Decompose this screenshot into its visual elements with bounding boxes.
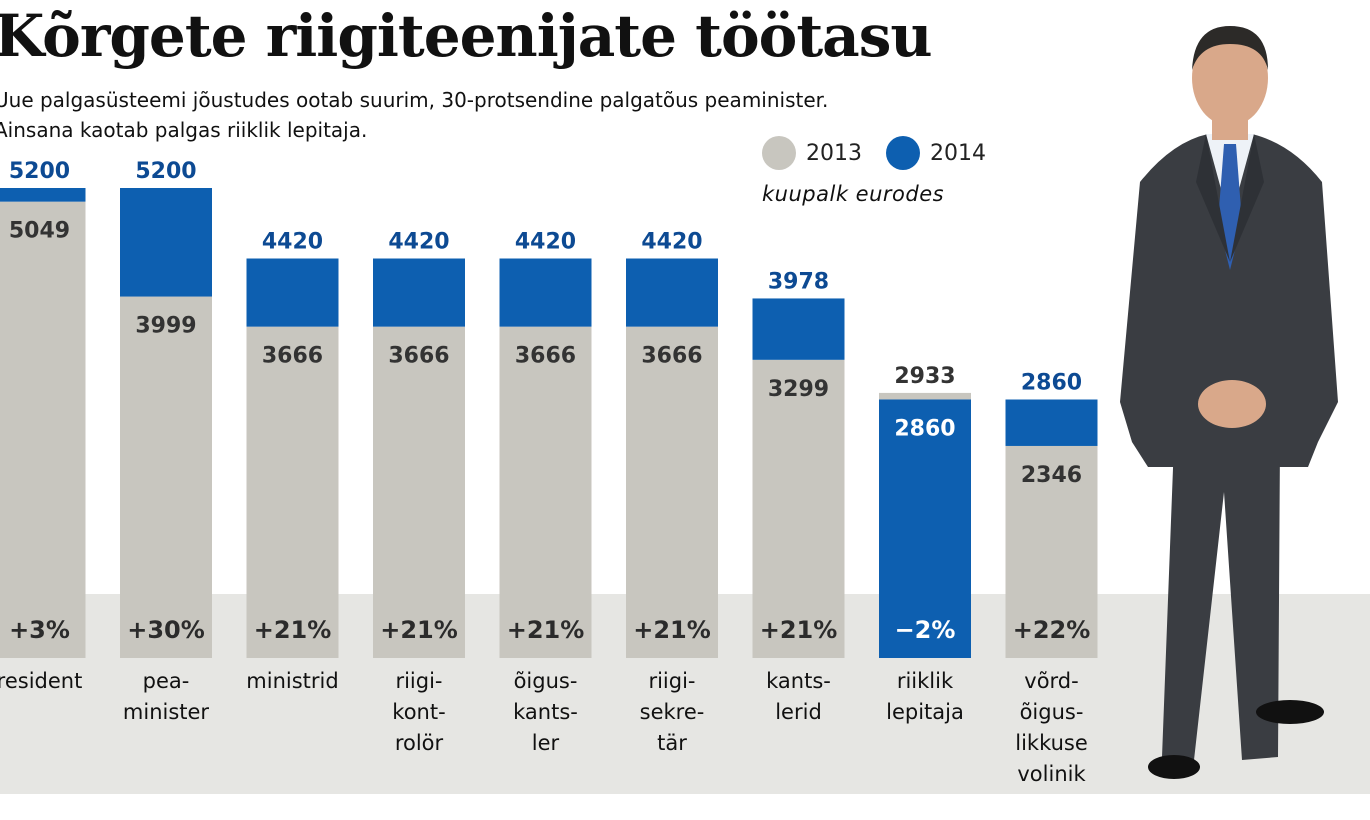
lapel-right	[1230, 134, 1264, 262]
legend-item-2014: 2014	[886, 136, 986, 170]
minister-photo	[1120, 26, 1338, 779]
change-label: +21%	[380, 616, 458, 644]
category-label: minister	[123, 700, 210, 724]
bar-2014-increase	[499, 258, 592, 327]
change-label: −2%	[895, 616, 956, 644]
change-label: +21%	[507, 616, 585, 644]
value-label-2013: 3666	[515, 344, 576, 369]
value-label-2013: 2346	[1021, 463, 1082, 488]
category-label: volinik	[1017, 762, 1086, 786]
value-label-2014: 3978	[768, 269, 829, 294]
category-label: kants-	[766, 669, 831, 693]
bar-2014-increase	[1005, 399, 1098, 446]
category-label: riigi-	[395, 669, 442, 693]
category-label: sekre-	[640, 700, 705, 724]
value-label-2013: 3999	[135, 314, 196, 339]
legend-swatch-2013	[762, 136, 796, 170]
category-label: tär	[657, 731, 687, 755]
category-label: rolör	[395, 731, 444, 755]
head	[1192, 30, 1268, 126]
value-label-2013: 3299	[768, 377, 829, 402]
jacket	[1120, 134, 1338, 467]
legend-swatch-2014	[886, 136, 920, 170]
value-label-2014: 4420	[262, 230, 323, 255]
value-label-2013: 3666	[641, 344, 702, 369]
bar-2013	[120, 296, 212, 658]
category-label: õigus-	[1020, 700, 1084, 724]
value-label-2013: 3666	[262, 344, 323, 369]
category-label: lepitaja	[886, 700, 964, 724]
bar-2014-increase	[246, 258, 339, 327]
bar-2013-excess	[879, 392, 971, 400]
category-label: ministrid	[246, 669, 338, 693]
value-label-2014: 2860	[1021, 371, 1082, 396]
value-label-2013: 2933	[894, 364, 955, 389]
left-shoe	[1148, 755, 1200, 779]
category-label: lerid	[775, 700, 822, 724]
legend-label-2014: 2014	[930, 140, 986, 166]
chart-subtitle-line-1: Uue palgasüsteemi jõustudes ootab suurim…	[0, 88, 829, 112]
value-label-2014: 4420	[641, 230, 702, 255]
change-label: +22%	[1013, 616, 1091, 644]
bar-2014-increase	[373, 258, 465, 327]
change-label: +3%	[9, 616, 70, 644]
value-label-2013: 5049	[9, 219, 70, 244]
category-label: pea-	[143, 669, 190, 693]
change-label: +21%	[254, 616, 332, 644]
hair	[1192, 26, 1268, 70]
category-label: riigi-	[648, 669, 695, 693]
chart-title: Kõrgete riigiteenijate töötasu	[0, 2, 933, 70]
bar-2013	[752, 359, 845, 658]
trousers	[1162, 442, 1280, 760]
lapel-left	[1196, 134, 1230, 262]
value-label-2014: 2860	[894, 417, 955, 442]
bar-2013	[246, 326, 339, 658]
bar-2014-increase	[626, 258, 718, 327]
change-label: +21%	[760, 616, 838, 644]
category-label: kont-	[392, 700, 445, 724]
bar-2013	[0, 201, 86, 658]
category-label: likkuse	[1015, 731, 1088, 755]
category-label: resident	[0, 669, 82, 693]
change-label: +30%	[127, 616, 205, 644]
category-label: ler	[532, 731, 560, 755]
unit-note: kuupalk eurodes	[762, 182, 945, 206]
legend-label-2013: 2013	[806, 140, 862, 166]
category-label: võrd-	[1024, 669, 1078, 693]
category-label: kants-	[513, 700, 578, 724]
bar-2013	[499, 326, 592, 658]
value-label-2014: 5200	[135, 159, 196, 184]
bar-2014-increase	[120, 188, 212, 297]
chart-subtitle-line-2: Ainsana kaotab palgas riiklik lepitaja.	[0, 118, 368, 142]
bar-2013	[626, 326, 718, 658]
bar-2014-increase	[752, 298, 845, 360]
right-shoe	[1256, 700, 1324, 724]
value-label-2014: 4420	[388, 230, 449, 255]
clasped-hands	[1198, 380, 1266, 428]
change-label: +21%	[633, 616, 711, 644]
bar-2014	[879, 399, 971, 658]
value-label-2014: 5200	[9, 159, 70, 184]
value-label-2013: 3666	[388, 344, 449, 369]
category-label: õigus-	[514, 669, 578, 693]
category-label: riiklik	[897, 669, 954, 693]
legend-item-2013: 2013	[762, 136, 862, 170]
bar-2014-increase	[0, 188, 86, 202]
bar-2013	[1005, 445, 1098, 658]
bar-2013	[373, 326, 465, 658]
value-label-2014: 4420	[515, 230, 576, 255]
